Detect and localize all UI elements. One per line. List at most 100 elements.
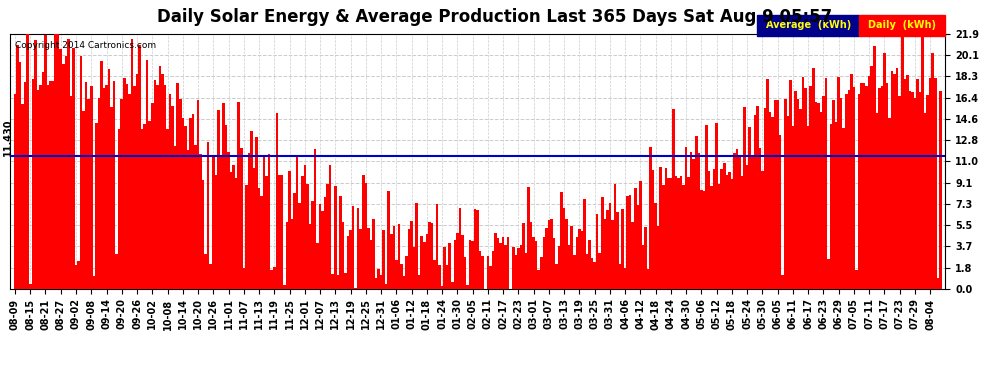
Bar	[517, 248, 520, 289]
Bar	[32, 79, 34, 289]
Bar	[72, 48, 74, 289]
Bar	[596, 214, 598, 289]
Bar	[98, 98, 100, 289]
Bar	[54, 34, 57, 289]
Bar	[850, 74, 852, 289]
Bar	[927, 95, 929, 289]
Bar	[153, 80, 156, 289]
Bar	[423, 242, 426, 289]
Bar	[929, 78, 932, 289]
Bar	[342, 222, 345, 289]
Bar	[327, 184, 329, 289]
Bar	[878, 88, 881, 289]
Bar	[932, 53, 934, 289]
Bar	[865, 86, 868, 289]
Bar	[250, 131, 252, 289]
Bar	[34, 40, 37, 289]
Bar	[875, 114, 878, 289]
Bar	[304, 165, 306, 289]
Bar	[230, 172, 233, 289]
Bar	[847, 90, 850, 289]
Bar	[128, 93, 131, 289]
Bar	[644, 227, 646, 289]
Bar	[359, 229, 362, 289]
Bar	[273, 267, 275, 289]
Bar	[85, 81, 87, 289]
Bar	[934, 78, 937, 289]
Bar	[891, 71, 893, 289]
Bar	[14, 94, 16, 289]
Bar	[446, 266, 448, 289]
Bar	[713, 170, 716, 289]
Bar	[174, 146, 176, 289]
Bar	[870, 66, 873, 289]
Bar	[756, 106, 758, 289]
Bar	[494, 233, 497, 289]
Bar	[179, 99, 181, 289]
Bar	[59, 49, 62, 289]
Bar	[410, 221, 413, 289]
Bar	[202, 180, 204, 289]
Bar	[471, 241, 474, 289]
Bar	[721, 170, 723, 289]
Bar	[121, 99, 123, 289]
Bar	[240, 148, 243, 289]
Bar	[550, 219, 552, 289]
Bar	[583, 200, 586, 289]
Bar	[374, 278, 377, 289]
Bar	[346, 237, 349, 289]
Bar	[141, 129, 144, 289]
Bar	[769, 112, 771, 289]
Bar	[288, 171, 291, 289]
Bar	[820, 112, 822, 289]
Bar	[392, 225, 395, 289]
Bar	[238, 102, 240, 289]
Bar	[158, 66, 161, 289]
Bar	[758, 148, 761, 289]
Bar	[222, 103, 225, 289]
Bar	[669, 178, 672, 289]
Bar	[233, 165, 235, 289]
Bar	[840, 98, 842, 289]
Bar	[863, 83, 865, 289]
Bar	[734, 153, 736, 289]
Bar	[474, 209, 476, 289]
Bar	[134, 86, 136, 289]
Bar	[263, 157, 265, 289]
Bar	[62, 64, 64, 289]
Bar	[922, 34, 924, 289]
Bar	[29, 285, 32, 289]
Bar	[774, 100, 776, 289]
Bar	[522, 223, 525, 289]
Bar	[659, 168, 662, 289]
Text: Daily  (kWh): Daily (kWh)	[868, 20, 937, 30]
Bar	[382, 230, 385, 289]
Bar	[50, 81, 51, 289]
Bar	[776, 100, 779, 289]
Bar	[246, 185, 248, 289]
Bar	[51, 81, 54, 289]
Bar	[95, 123, 98, 289]
Bar	[627, 196, 629, 289]
Bar	[888, 118, 891, 289]
Bar	[563, 208, 565, 289]
Bar	[763, 108, 766, 289]
Bar	[581, 231, 583, 289]
Bar	[904, 79, 906, 289]
Bar	[654, 204, 657, 289]
Bar	[436, 204, 439, 289]
Bar	[634, 188, 637, 289]
Bar	[67, 39, 69, 289]
Bar	[817, 104, 820, 289]
Bar	[797, 99, 799, 289]
Bar	[456, 232, 458, 289]
Bar	[640, 181, 642, 289]
Bar	[110, 107, 113, 289]
Bar	[47, 86, 50, 289]
Bar	[413, 247, 416, 289]
Bar	[405, 256, 408, 289]
Bar	[657, 226, 659, 289]
Bar	[731, 178, 734, 289]
Bar	[857, 94, 860, 289]
Bar	[842, 128, 845, 289]
